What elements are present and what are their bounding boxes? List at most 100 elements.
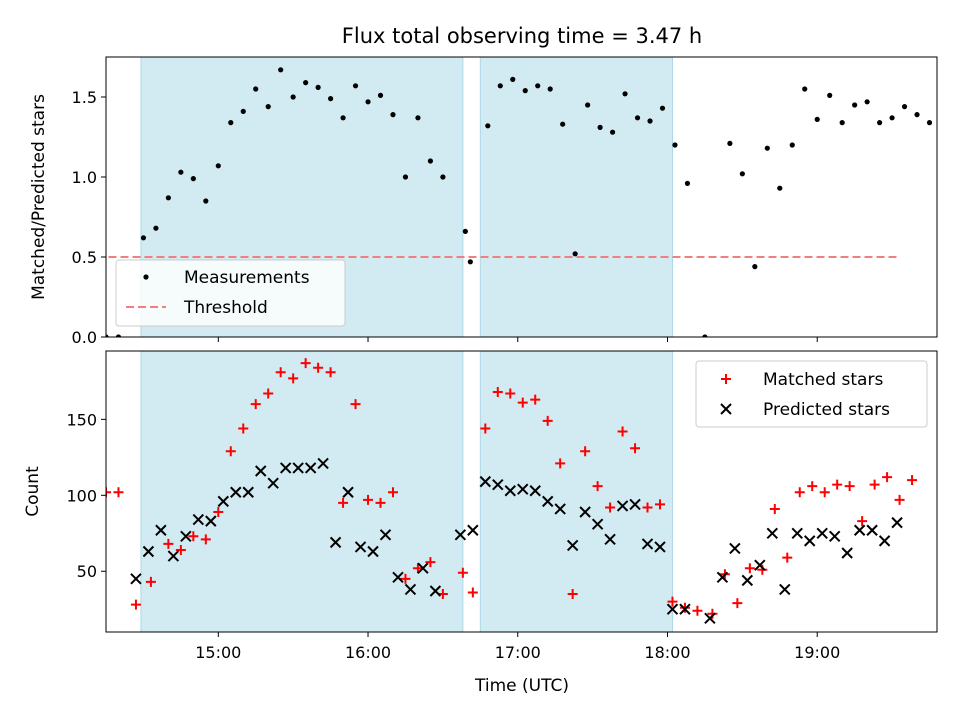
matched-star-point (467, 587, 478, 598)
measurement-point (764, 145, 770, 151)
measurement-point (377, 92, 384, 98)
predicted-star-point (130, 573, 142, 585)
matched-star-point (387, 487, 398, 498)
predicted-star-point (517, 483, 529, 495)
chart-title: Flux total observing time = 3.47 h (342, 24, 702, 48)
panel-2: 50 100 150 15:00 16:00 17:00 18:00 19:00 Count Ma… (23, 350, 938, 662)
measurement-point (522, 88, 528, 94)
predicted-star-point (429, 585, 442, 597)
measurement-point (777, 185, 783, 191)
predicted-star-point (142, 545, 155, 558)
predicted-star-point (504, 485, 516, 497)
y-tick-label: 1.0 (72, 168, 97, 187)
matched-star-point (275, 367, 286, 378)
predicted-star-point (716, 571, 729, 584)
predicted-star-point (292, 462, 304, 474)
measurement-point (560, 121, 566, 127)
predicted-star-point (467, 524, 479, 536)
predicted-star-point (853, 524, 866, 536)
x-axis-label: Time (UTC) (474, 676, 569, 696)
legend-top: Measurements Threshold (115, 259, 346, 327)
matched-star-point (175, 544, 186, 555)
matched-star-point (869, 479, 880, 490)
matched-star-point (412, 563, 423, 574)
matched-star-point (457, 567, 468, 578)
measurement-point (852, 102, 858, 108)
matched-star-point (288, 373, 299, 384)
predicted-star-point (804, 535, 816, 547)
measurement-point (802, 86, 808, 92)
shaded-interval-2 (479, 56, 673, 338)
measurement-point (467, 259, 473, 265)
matched-star-point (655, 499, 665, 510)
measurement-point (702, 334, 708, 337)
matched-star-point (530, 394, 541, 405)
legend-label-predicted: Predicted stars (763, 400, 890, 420)
matched-star-point (844, 481, 855, 492)
matched-star-point (580, 446, 591, 457)
y-axis-label: Matched/Predicted stars (29, 94, 49, 300)
measurement-point (290, 94, 296, 100)
predicted-star-point (342, 486, 354, 498)
predicted-star-point (180, 530, 192, 543)
predicted-star-point (779, 583, 791, 596)
predicted-star-point (167, 550, 180, 562)
y-tick-label: 0.0 (72, 328, 97, 347)
matched-star-point (769, 503, 780, 514)
predicted-star-point (354, 541, 367, 553)
measurement-point (535, 83, 541, 89)
predicted-star-point (454, 529, 467, 541)
y-tick-label: 1.5 (72, 88, 97, 107)
matched-star-point (819, 487, 830, 498)
matched-star-point (106, 487, 111, 498)
measurement-point (178, 169, 184, 175)
matched-star-point (400, 573, 411, 584)
measurement-point (864, 99, 870, 105)
predicted-star-point (379, 529, 392, 541)
matched-star-point (113, 487, 124, 498)
measurement-point (622, 91, 628, 97)
predicted-star-point (604, 533, 616, 546)
predicted-star-point (255, 465, 267, 477)
matched-star-point (782, 552, 793, 563)
y-tick-label: 0.5 (72, 248, 97, 267)
legend-label-threshold: Threshold (183, 298, 268, 318)
panel-frame (105, 56, 938, 338)
predicted-star-point (629, 498, 641, 511)
predicted-star-point (392, 571, 404, 584)
measurement-point (115, 334, 122, 337)
plot-area-2 (106, 358, 918, 625)
y-axis-label: Count (23, 466, 43, 517)
matched-star-point (313, 362, 324, 373)
measurement-point (914, 112, 920, 118)
measurement-point (926, 120, 933, 126)
matched-star-point (188, 531, 199, 542)
measurement-point (672, 142, 678, 148)
matched-star-point (363, 494, 374, 505)
measurement-point (485, 123, 491, 129)
matched-star-point (567, 589, 578, 600)
x-tick-label: 19:00 (794, 643, 840, 662)
measurement-point (597, 124, 603, 130)
predicted-star-point (828, 530, 841, 543)
predicted-star-point (404, 583, 417, 596)
predicted-star-point (217, 495, 229, 508)
matched-star-point (630, 443, 641, 454)
y-tick-label: 50 (77, 562, 97, 581)
matched-star-point (667, 596, 678, 607)
measurement-point (659, 105, 666, 111)
measurement-point (877, 120, 883, 126)
matched-star-point (692, 605, 703, 616)
predicted-star-point (641, 538, 654, 550)
measurement-point (153, 225, 159, 231)
x-tick-label: 18:00 (644, 643, 690, 662)
matched-star-point (679, 602, 690, 613)
x-tick-label: 16:00 (345, 643, 391, 662)
measurement-point (462, 228, 468, 234)
measurement-point (140, 235, 147, 241)
measurement-point (215, 163, 221, 169)
measurement-point (510, 76, 516, 82)
measurement-point (901, 104, 908, 110)
matched-star-point (250, 399, 261, 410)
predicted-star-point (205, 515, 217, 527)
